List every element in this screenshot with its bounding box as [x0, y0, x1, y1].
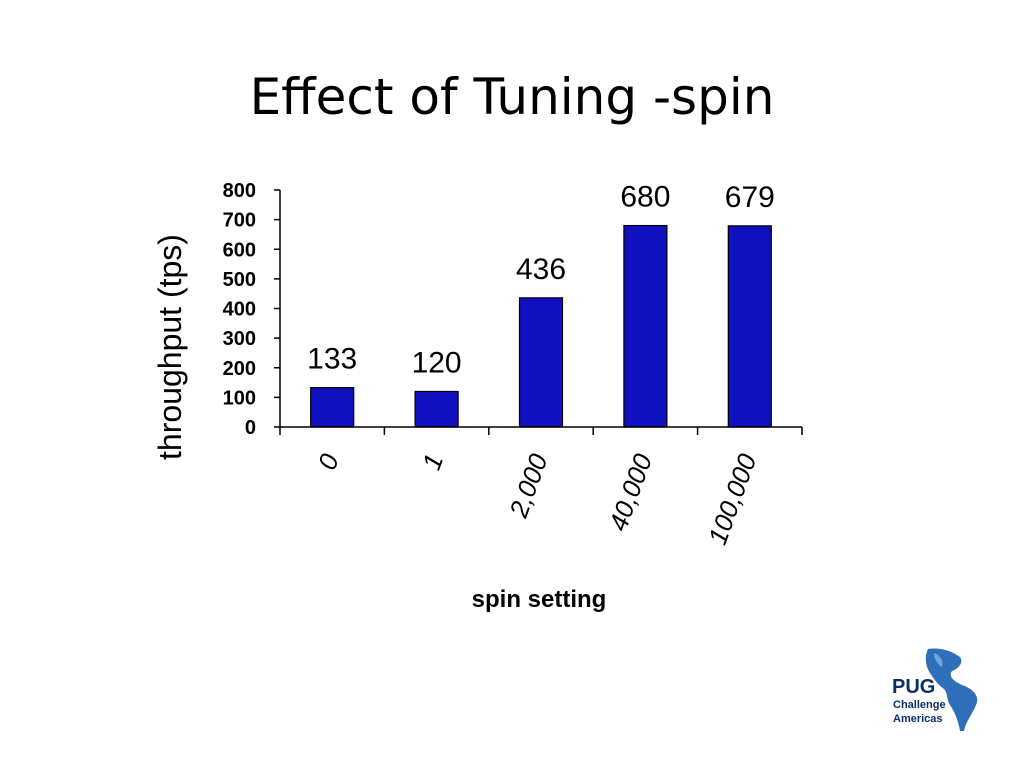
y-tick-label: 300	[223, 328, 256, 350]
bars-group	[310, 224, 772, 428]
y-tick-label: 0	[245, 417, 256, 439]
y-axis-title: throughput (tps)	[152, 234, 188, 460]
logo-challenge: Challenge	[893, 699, 946, 711]
x-tick-label-1: 1	[416, 450, 449, 474]
x-tick-label-2: 2,000	[503, 449, 554, 522]
logo-pug: PUG	[892, 676, 936, 698]
x-axis-title: spin setting	[472, 586, 607, 613]
americas-map-icon	[925, 648, 978, 731]
y-tick-label: 200	[223, 358, 256, 380]
data-label-2: 436	[516, 253, 566, 286]
x-tick-label-0: 0	[312, 449, 345, 473]
data-label-4: 679	[725, 181, 775, 214]
data-labels-group: 133 120 436 680 679	[307, 181, 775, 380]
y-tick-label: 800	[223, 180, 256, 202]
y-tick-label: 700	[223, 210, 256, 232]
bar-1	[414, 390, 459, 428]
bar-3	[623, 224, 668, 428]
bar-2	[518, 297, 564, 428]
pug-challenge-americas-logo: PUG Challenge Americas	[888, 645, 988, 735]
bar-0	[310, 386, 355, 428]
y-tick-label: 100	[223, 387, 256, 409]
data-label-0: 133	[307, 343, 357, 376]
x-axis: 0 1 2,000 40,000 100,000	[279, 426, 803, 548]
y-tick-label: 500	[223, 269, 256, 291]
x-tick-label-4: 100,000	[702, 449, 763, 548]
y-tick-label: 600	[223, 239, 256, 261]
bar-4	[727, 225, 772, 428]
data-label-1: 120	[412, 346, 462, 379]
logo-americas: Americas	[893, 713, 943, 725]
y-axis: 0 100 200 300 400 500 600 700 800	[223, 180, 281, 439]
y-tick-label: 400	[223, 299, 256, 321]
x-tick-label-3: 40,000	[603, 449, 659, 534]
data-label-3: 680	[620, 181, 670, 214]
slide-title: Effect of Tuning -spin	[249, 68, 775, 126]
